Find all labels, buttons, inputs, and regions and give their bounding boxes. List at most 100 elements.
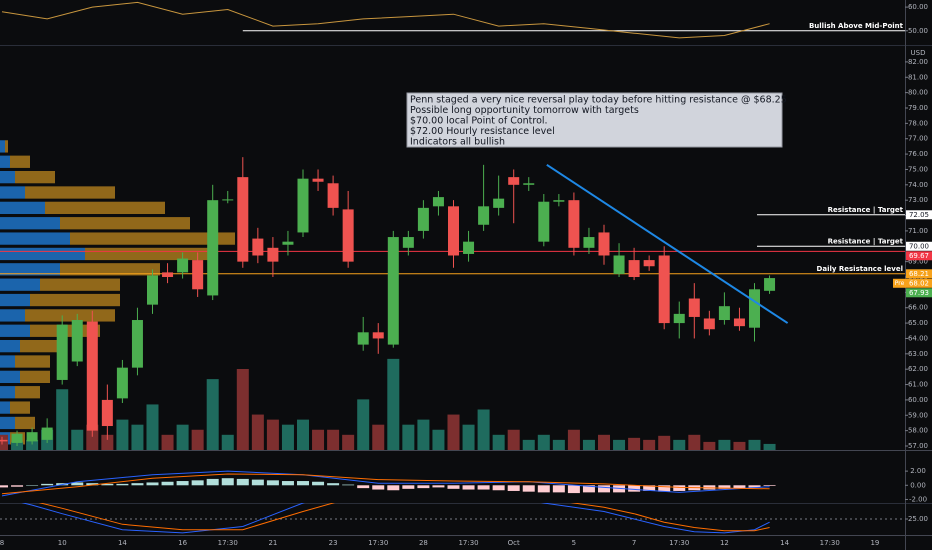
y-tick-label: 50.00 bbox=[908, 27, 928, 35]
candle-body bbox=[282, 241, 294, 245]
volume-bar bbox=[161, 434, 174, 450]
volume-bar bbox=[251, 414, 264, 450]
x-tick-label: 21 bbox=[268, 539, 277, 547]
macd-hist bbox=[417, 485, 430, 489]
x-tick-label: 17:30 bbox=[669, 539, 689, 547]
candle-body bbox=[267, 247, 279, 262]
candle-body bbox=[192, 260, 204, 290]
candle-body bbox=[372, 332, 384, 339]
volume-bar bbox=[387, 358, 400, 450]
volume-bar bbox=[598, 434, 610, 450]
profile-bar bbox=[0, 339, 20, 353]
candle-body bbox=[478, 206, 490, 225]
macd-hist bbox=[101, 483, 114, 486]
price-badge-label: 69.67 bbox=[909, 252, 929, 260]
candle-body bbox=[131, 320, 143, 368]
annotation-line: Possible long opportunity tomorrow with … bbox=[410, 105, 639, 116]
candle-body bbox=[628, 260, 640, 277]
volume-bar bbox=[703, 441, 716, 450]
price-badge bbox=[906, 288, 932, 298]
macd-hist bbox=[507, 485, 520, 491]
price-badge bbox=[906, 251, 932, 261]
candle-body bbox=[101, 399, 113, 427]
volume-bar bbox=[673, 439, 686, 450]
candle-body bbox=[327, 183, 339, 208]
candle-body bbox=[718, 306, 730, 321]
profile-bar bbox=[25, 309, 115, 322]
price-badge-label: 70.00 bbox=[909, 242, 929, 250]
profile-bar bbox=[85, 247, 215, 261]
level-text: Daily Resistance level bbox=[817, 265, 903, 273]
volume-bar bbox=[372, 424, 385, 450]
macd-hist bbox=[598, 485, 610, 493]
candle-body bbox=[177, 258, 189, 273]
volume-bar bbox=[417, 419, 430, 450]
y-tick-label: 57.00 bbox=[908, 442, 928, 450]
candle-body bbox=[703, 318, 715, 330]
volume-bar bbox=[221, 434, 234, 450]
volume-bar bbox=[0, 434, 8, 450]
candle-body bbox=[764, 278, 776, 291]
macd-hist bbox=[161, 481, 174, 486]
x-tick-label: Oct bbox=[508, 539, 520, 547]
indicator-line bbox=[38, 503, 770, 532]
price-badge bbox=[906, 241, 932, 251]
macd-hist bbox=[673, 485, 686, 491]
candle-body bbox=[538, 201, 550, 242]
price-badge-label: 68.21 bbox=[909, 270, 929, 278]
volume-bar bbox=[522, 439, 535, 450]
macd-hist bbox=[146, 482, 159, 486]
x-tick-label: 17:30 bbox=[368, 539, 388, 547]
volume-bar bbox=[462, 424, 475, 450]
candle-body bbox=[493, 198, 505, 208]
x-tick-label: 5 bbox=[572, 539, 576, 547]
volume-bar bbox=[297, 419, 309, 450]
macd-hist bbox=[447, 485, 460, 489]
y-tick-label: 80.00 bbox=[908, 89, 928, 97]
profile-bar bbox=[0, 355, 15, 368]
macd-hist bbox=[462, 485, 475, 490]
volume-bar bbox=[658, 435, 671, 450]
volume-bar bbox=[537, 434, 550, 450]
macd-hist bbox=[537, 485, 550, 493]
profile-bar bbox=[20, 339, 65, 353]
candle-body bbox=[387, 237, 399, 345]
volume-bar bbox=[266, 419, 279, 450]
profile-bar bbox=[20, 370, 50, 384]
profile-bar bbox=[70, 232, 235, 245]
volume-bar bbox=[432, 429, 445, 450]
level-text: Resistance | Target bbox=[828, 206, 904, 215]
candle-body bbox=[402, 237, 414, 248]
profile-bar bbox=[10, 155, 30, 168]
candle-body bbox=[583, 237, 595, 248]
profile-bar bbox=[5, 140, 8, 153]
profile-bar bbox=[60, 263, 160, 276]
y-tick-label: 2.00 bbox=[910, 467, 926, 475]
macd-hist bbox=[86, 483, 99, 486]
volume-bar bbox=[101, 434, 114, 450]
candle-body bbox=[688, 298, 700, 317]
x-tick-label: 14 bbox=[780, 539, 789, 547]
annotation-box bbox=[406, 92, 783, 148]
profile-bar bbox=[45, 201, 165, 215]
macd-hist bbox=[0, 485, 8, 488]
candle-body bbox=[342, 209, 354, 262]
price-badge bbox=[906, 278, 932, 288]
profile-bar bbox=[0, 324, 30, 337]
profile-bar bbox=[0, 247, 85, 261]
y-tick-label: 79.00 bbox=[908, 104, 928, 112]
x-tick-label: 8 bbox=[0, 539, 4, 547]
profile-bar bbox=[0, 309, 25, 322]
macd-hist bbox=[402, 485, 415, 489]
y-tick-label: 58.00 bbox=[908, 427, 928, 435]
macd-hist bbox=[327, 483, 340, 486]
y-tick-label: 0.00 bbox=[910, 481, 926, 489]
macd-hist bbox=[251, 479, 264, 486]
level-text: Resistance | Target bbox=[828, 237, 904, 246]
indicator-line bbox=[1, 470, 770, 497]
candle-body bbox=[673, 313, 685, 324]
volume-bar bbox=[191, 429, 204, 450]
y-tick-label: 60.00 bbox=[908, 396, 928, 404]
candle-body bbox=[222, 199, 234, 201]
candle-body bbox=[463, 241, 475, 254]
